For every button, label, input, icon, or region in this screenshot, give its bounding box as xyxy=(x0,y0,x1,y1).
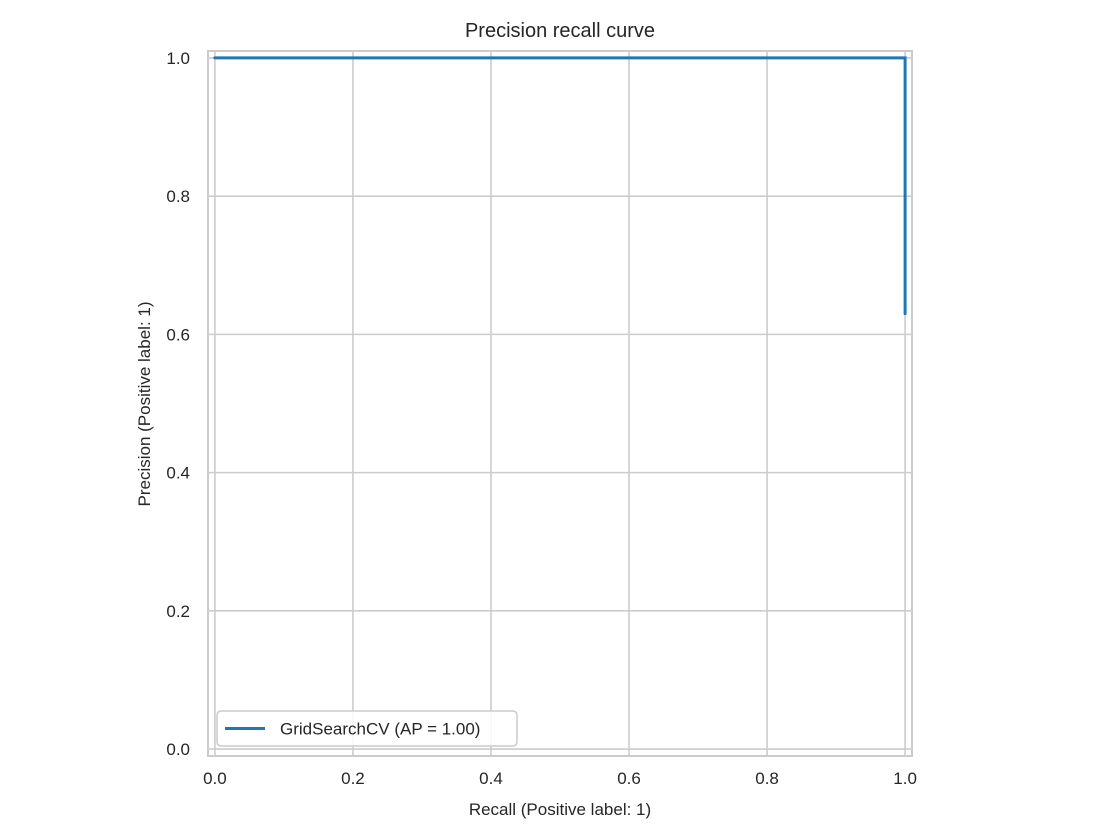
tick-labels: 0.0 0.2 0.4 0.6 0.8 1.0 0.0 0.2 0.4 0.6 0.8 1.0 xyxy=(166,49,917,788)
x-tick-label: 0.6 xyxy=(617,769,641,788)
x-axis-label: Recall (Positive label: 1) xyxy=(469,800,651,819)
x-tick-label: 0.2 xyxy=(341,769,365,788)
y-tick-label: 1.0 xyxy=(166,49,190,68)
y-tick-label: 0.4 xyxy=(166,464,190,483)
y-axis-label: Precision (Positive label: 1) xyxy=(135,301,154,506)
x-tick-label: 0.8 xyxy=(755,769,779,788)
x-tick-label: 1.0 xyxy=(893,769,917,788)
x-tick-label: 0.0 xyxy=(203,769,227,788)
x-tick-label: 0.4 xyxy=(479,769,503,788)
y-tick-label: 0.0 xyxy=(166,740,190,759)
chart-title: Precision recall curve xyxy=(465,20,655,42)
series-line-precision-recall xyxy=(213,56,907,316)
grid xyxy=(208,51,912,756)
y-tick-label: 0.6 xyxy=(166,325,190,344)
legend-entry-label: GridSearchCV (AP = 1.00) xyxy=(280,720,480,739)
plot-frame xyxy=(207,50,913,757)
y-tick-label: 0.8 xyxy=(166,187,190,206)
legend-box xyxy=(216,710,518,747)
y-tick-label: 0.2 xyxy=(166,602,190,621)
series-layer xyxy=(213,56,907,316)
legend: GridSearchCV (AP = 1.00) xyxy=(216,710,518,747)
